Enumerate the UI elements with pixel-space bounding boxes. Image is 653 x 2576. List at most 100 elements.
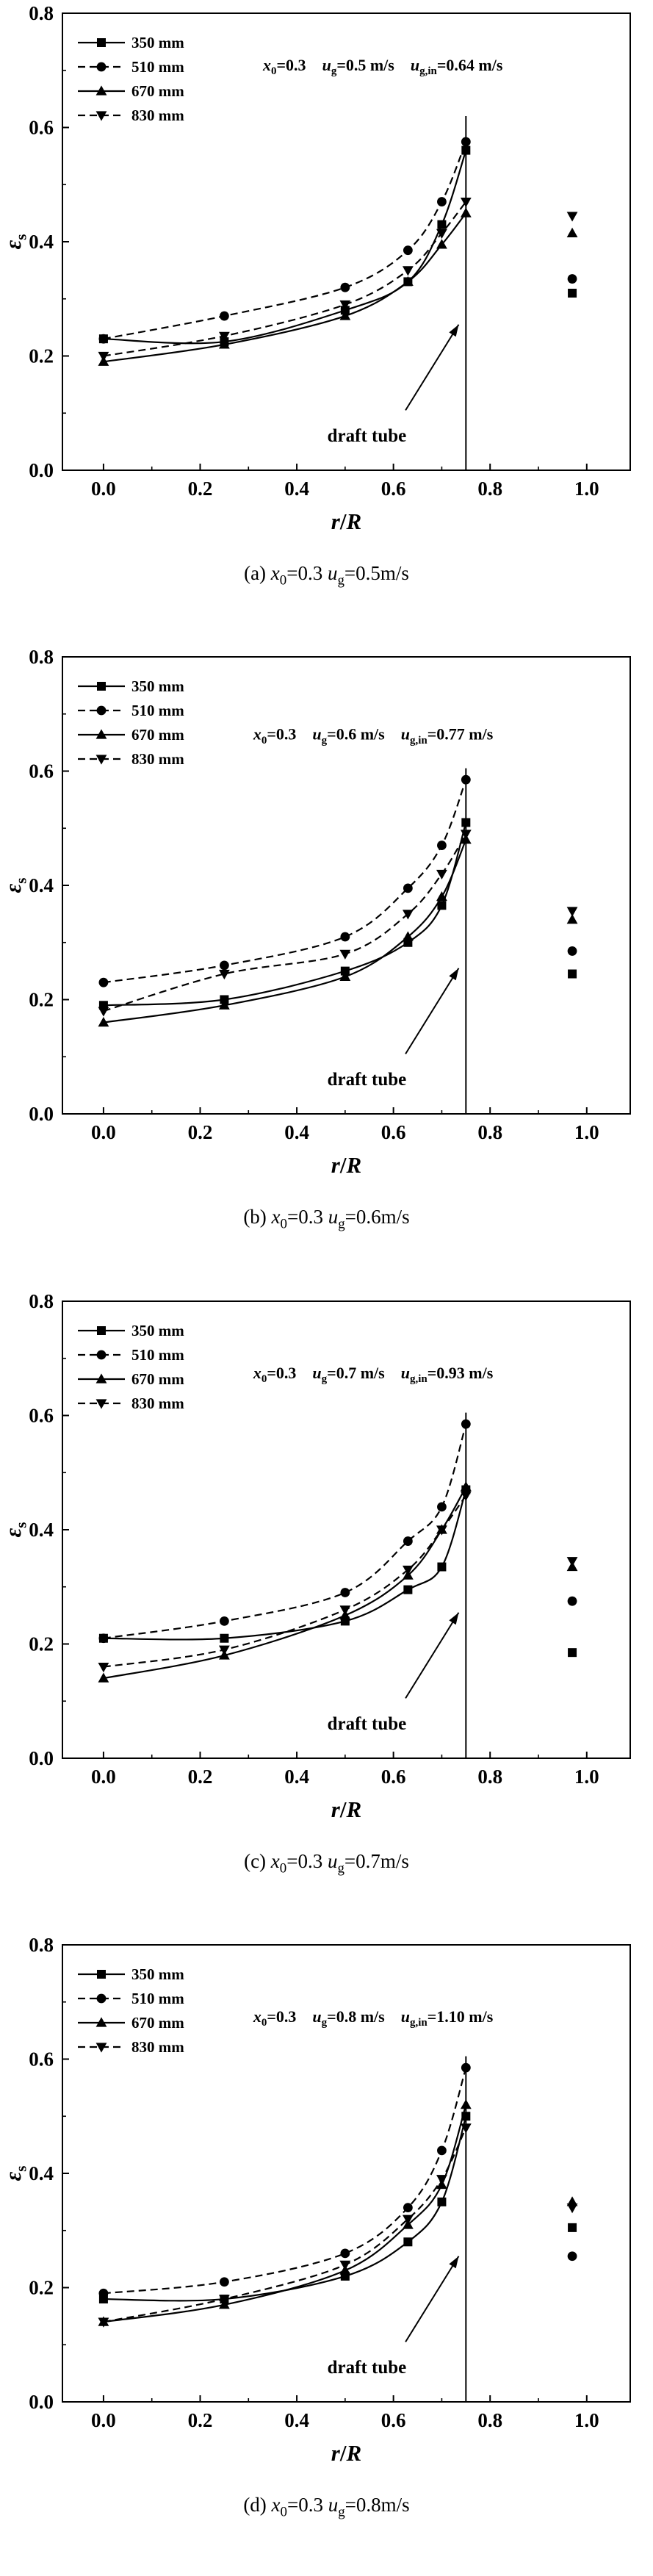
chart-svg-panel-c: 0.0 0.2 0.4 0.6 0.8 0.0 0.2 0.4 0.6 0.8 1.0 r/R εs dr… bbox=[0, 1290, 631, 1822]
y-tick-label: 0.8 bbox=[29, 1934, 54, 1956]
x-tick-label: 0.6 bbox=[381, 1121, 406, 1143]
caption-segment: =0.3 bbox=[286, 1206, 328, 1228]
data-point-830mm bbox=[218, 2295, 230, 2305]
outside-point-830mm bbox=[566, 212, 578, 222]
draft-tube-arrow-line bbox=[405, 968, 460, 1055]
data-point-350mm bbox=[403, 1585, 413, 1594]
x-axis-title: r/R bbox=[331, 2440, 361, 2466]
plot-border bbox=[62, 1300, 631, 1759]
data-point-830mm bbox=[339, 300, 351, 311]
x-tick-label: 1.0 bbox=[574, 478, 599, 500]
y-tick-label: 0.4 bbox=[29, 231, 54, 253]
data-point-830mm bbox=[218, 970, 230, 980]
y-tick-label: 0.8 bbox=[29, 2, 54, 24]
panel-a: 0.0 0.2 0.4 0.6 0.8 0.0 0.2 0.4 0.6 0.8 1.0 r/R εs dr… bbox=[0, 0, 653, 644]
data-point-510mm bbox=[340, 2248, 350, 2259]
legend-label-670mm: 670 mm bbox=[131, 726, 184, 744]
draft-tube-arrow-line bbox=[405, 2256, 460, 2343]
data-point-830mm bbox=[436, 2175, 447, 2185]
caption-segment: g bbox=[338, 1216, 345, 1232]
data-point-510mm bbox=[403, 1536, 413, 1546]
data-point-830mm bbox=[98, 351, 109, 362]
chart-svg-panel-a: 0.0 0.2 0.4 0.6 0.8 0.0 0.2 0.4 0.6 0.8 1.0 r/R εs dr… bbox=[0, 2, 631, 534]
y-axis-title: εs bbox=[0, 878, 29, 893]
data-point-350mm bbox=[437, 220, 447, 229]
x-tick-label: 0.6 bbox=[381, 1766, 406, 1788]
legend-marker-510mm bbox=[96, 1993, 107, 2004]
y-tick-label: 0.2 bbox=[29, 989, 54, 1011]
data-point-510mm bbox=[403, 883, 413, 893]
outside-point-670mm bbox=[566, 227, 578, 237]
data-point-350mm bbox=[220, 1633, 229, 1643]
legend-marker-350mm bbox=[97, 1325, 106, 1335]
y-tick-label: 0.0 bbox=[29, 1103, 54, 1125]
outside-point-670mm bbox=[566, 914, 578, 924]
x-tick-label: 1.0 bbox=[574, 2409, 599, 2431]
data-point-510mm bbox=[98, 2289, 109, 2298]
data-point-830mm bbox=[402, 910, 414, 920]
outside-point-510mm bbox=[567, 274, 577, 284]
outside-point-510mm bbox=[567, 1596, 577, 1606]
data-point-830mm bbox=[339, 950, 351, 960]
x-tick-label: 0.4 bbox=[284, 2409, 309, 2431]
condition-annotation: x0=0.3 ug=0.8 m/s ug,in=1.10 m/s bbox=[253, 2007, 494, 2029]
legend-marker-830mm bbox=[95, 2043, 107, 2053]
x-tick-label: 0.2 bbox=[188, 478, 213, 500]
legend-label-510mm: 510 mm bbox=[131, 58, 184, 76]
x-tick-label: 0.6 bbox=[381, 2409, 406, 2431]
legend-marker-670mm bbox=[95, 2017, 107, 2027]
x-tick-label: 0.6 bbox=[381, 478, 406, 500]
legend-label-510mm: 510 mm bbox=[131, 1346, 184, 1364]
data-point-670mm bbox=[218, 339, 230, 349]
data-point-830mm bbox=[436, 229, 447, 239]
y-tick-label: 0.8 bbox=[29, 1290, 54, 1312]
data-point-350mm bbox=[437, 2198, 447, 2207]
legend-marker-350mm bbox=[97, 38, 106, 47]
draft-tube-arrow-head bbox=[449, 1612, 459, 1625]
data-point-350mm bbox=[403, 2237, 413, 2247]
series-line-350mm bbox=[103, 1489, 467, 1641]
legend-label-510mm: 510 mm bbox=[131, 1990, 184, 2007]
legend-marker-830mm bbox=[95, 111, 107, 121]
data-point-670mm bbox=[436, 891, 447, 902]
data-point-510mm bbox=[219, 2277, 229, 2287]
data-point-830mm bbox=[460, 2123, 472, 2134]
caption-segment: 0 bbox=[279, 572, 287, 589]
data-point-510mm bbox=[437, 2145, 447, 2156]
caption-segment: =0.3 bbox=[286, 2494, 328, 2516]
y-tick-label: 0.6 bbox=[29, 117, 54, 139]
caption-segment: =0.3 bbox=[286, 562, 328, 584]
x-tick-label: 0.4 bbox=[284, 1766, 309, 1788]
y-axis-title: εs bbox=[0, 1522, 29, 1537]
x-tick-label: 0.2 bbox=[188, 2409, 213, 2431]
legend-marker-830mm bbox=[95, 1399, 107, 1409]
data-point-510mm bbox=[340, 282, 350, 292]
data-point-830mm bbox=[98, 2317, 109, 2328]
chart-svg-panel-d: 0.0 0.2 0.4 0.6 0.8 0.0 0.2 0.4 0.6 0.8 1.0 r/R εs dr… bbox=[0, 1934, 631, 2466]
x-tick-label: 0.8 bbox=[477, 478, 502, 500]
plot-border bbox=[62, 12, 631, 471]
caption-segment: x bbox=[270, 1849, 280, 1872]
chart-panel-a: 0.0 0.2 0.4 0.6 0.8 0.0 0.2 0.4 0.6 0.8 1.0 r/R εs dr… bbox=[0, 0, 653, 550]
data-point-830mm bbox=[218, 331, 230, 342]
x-tick-label: 0.2 bbox=[188, 1766, 213, 1788]
plot-border bbox=[62, 656, 631, 1115]
data-point-830mm bbox=[402, 1565, 414, 1575]
data-point-510mm bbox=[461, 775, 471, 785]
data-point-350mm bbox=[461, 818, 471, 827]
outside-point-510mm bbox=[567, 2251, 577, 2262]
data-point-510mm bbox=[340, 932, 350, 942]
legend-marker-350mm bbox=[97, 1970, 106, 1979]
data-point-510mm bbox=[98, 978, 109, 987]
legend-label-830mm: 830 mm bbox=[131, 107, 184, 124]
data-point-670mm bbox=[98, 1017, 109, 1027]
data-point-830mm bbox=[218, 1645, 230, 1655]
x-tick-label: 0.0 bbox=[91, 1121, 116, 1143]
draft-tube-arrow-line bbox=[405, 1611, 460, 1699]
y-tick-label: 0.4 bbox=[29, 1519, 54, 1541]
data-point-350mm bbox=[340, 306, 350, 315]
panel-caption-b: (b) x0=0.3 ug=0.6m/s bbox=[0, 1193, 653, 1287]
x-tick-label: 0.2 bbox=[188, 1121, 213, 1143]
y-tick-label: 0.0 bbox=[29, 1747, 54, 1769]
x-tick-label: 0.0 bbox=[91, 478, 116, 500]
